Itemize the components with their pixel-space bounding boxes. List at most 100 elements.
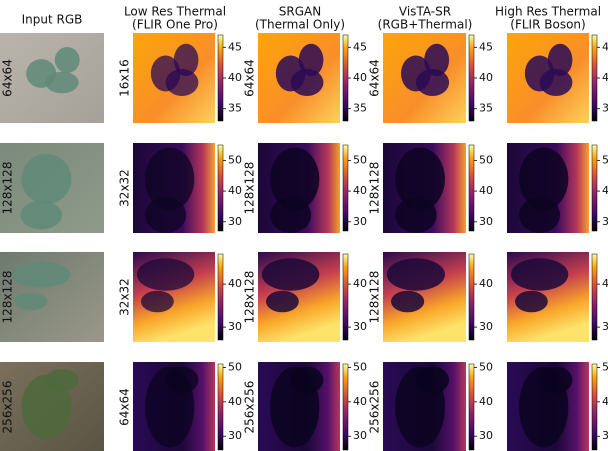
- thermal-blob: [395, 197, 437, 233]
- column-title: (FLIR Boson): [510, 18, 585, 32]
- colorbar-tick-label: 40: [228, 184, 242, 197]
- colorbar-tick-label: 50: [602, 360, 608, 373]
- leaf: [20, 200, 62, 230]
- colorbar-tick-label: 45: [353, 40, 367, 53]
- colorbar-tick-label: 30: [353, 215, 367, 228]
- row-label: 128x128: [243, 271, 257, 324]
- colorbar-tick-label: 40: [479, 395, 493, 408]
- colorbar-tick-label: 45: [602, 40, 608, 53]
- thermal-image: [383, 143, 466, 233]
- colorbar-tick-label: 30: [479, 215, 493, 228]
- column-title: Input RGB: [22, 13, 83, 27]
- leaf: [12, 261, 71, 288]
- colorbar-tick-label: 40: [479, 71, 493, 84]
- thermal-blob: [165, 366, 199, 394]
- colorbar: [342, 34, 349, 122]
- thermal-blob: [391, 290, 425, 313]
- colorbar-tick-label: 30: [228, 215, 242, 228]
- thermal-image: [507, 33, 589, 123]
- thermal-blob: [290, 366, 324, 394]
- colorbar-tick-label: 40: [479, 184, 493, 197]
- thermal-blob: [145, 147, 195, 211]
- colorbar-tick-label: 30: [602, 320, 608, 333]
- colorbar: [591, 363, 598, 451]
- thermal-image: [383, 252, 466, 342]
- leaf: [45, 71, 79, 94]
- thermal-blob: [173, 43, 199, 77]
- thermal-image: [507, 143, 589, 233]
- thermal-blob: [539, 366, 573, 394]
- thermal-image: [133, 252, 215, 342]
- colorbar-tick-label: 40: [228, 395, 242, 408]
- colorbar-tick-label: 40: [479, 277, 493, 290]
- colorbar: [342, 144, 349, 232]
- leaf: [14, 292, 48, 311]
- thermal-image: [383, 33, 466, 123]
- colorbar-tick-label: 40: [353, 71, 367, 84]
- row-label: 256x256: [1, 381, 15, 434]
- row-label: 256x256: [368, 381, 382, 434]
- row-label: 128x128: [368, 271, 382, 324]
- thermal-blob: [290, 69, 324, 96]
- thermal-image: [133, 33, 215, 123]
- row-label: 256x256: [243, 381, 257, 434]
- colorbar: [217, 34, 224, 122]
- thermal-image: [383, 362, 466, 451]
- thermal-blob: [395, 147, 445, 211]
- colorbar: [468, 363, 475, 451]
- colorbar-tick-label: 50: [602, 153, 608, 166]
- thermal-blob: [261, 258, 320, 291]
- colorbar-tick-label: 40: [602, 184, 608, 197]
- thermal-blob: [515, 290, 548, 313]
- colorbar-tick-label: 50: [479, 360, 493, 373]
- colorbar-tick-label: 35: [602, 102, 608, 115]
- colorbar-tick-label: 40: [353, 395, 367, 408]
- thermal-image: [258, 252, 340, 342]
- thermal-image: [133, 362, 215, 451]
- colorbar: [468, 253, 475, 341]
- thermal-blob: [270, 147, 320, 211]
- thermal-image: [133, 143, 215, 233]
- column-title: (FLIR One Pro): [132, 18, 218, 32]
- colorbar-tick-label: 30: [479, 429, 493, 442]
- colorbar-tick-label: 35: [228, 102, 242, 115]
- colorbar: [342, 253, 349, 341]
- colorbar: [591, 253, 598, 341]
- thermal-blob: [165, 69, 199, 96]
- thermal-image: [258, 362, 340, 451]
- thermal-blob: [136, 258, 195, 291]
- colorbar-tick-label: 30: [353, 429, 367, 442]
- thermal-blob: [145, 197, 187, 233]
- colorbar-tick-label: 30: [353, 320, 367, 333]
- row-label: 128x128: [1, 162, 15, 215]
- colorbar-tick-label: 40: [228, 277, 242, 290]
- colorbar: [217, 253, 224, 341]
- colorbar: [468, 144, 475, 232]
- thermal-image: [258, 143, 340, 233]
- colorbar-tick-label: 30: [602, 429, 608, 442]
- row-label: 128x128: [243, 162, 257, 215]
- colorbar: [591, 34, 598, 122]
- thermal-blob: [519, 197, 561, 233]
- thermal-blob: [415, 69, 450, 96]
- colorbar-tick-label: 45: [479, 40, 493, 53]
- colorbar-tick-label: 30: [228, 429, 242, 442]
- thermal-image: [507, 252, 589, 342]
- leaf: [21, 153, 72, 205]
- colorbar-tick-label: 40: [353, 184, 367, 197]
- column-title: (RGB+Thermal): [378, 18, 473, 32]
- thermal-blob: [510, 258, 569, 291]
- colorbar: [591, 144, 598, 232]
- row-label: 128x128: [368, 162, 382, 215]
- thermal-blob: [266, 290, 299, 313]
- colorbar: [217, 363, 224, 451]
- row-label: 64x64: [1, 59, 15, 97]
- row-label: 32x32: [118, 278, 132, 316]
- thermal-blob: [141, 290, 174, 313]
- row-label: 32x32: [118, 169, 132, 207]
- colorbar: [468, 34, 475, 122]
- colorbar-tick-label: 30: [479, 320, 493, 333]
- colorbar-tick-label: 50: [353, 153, 367, 166]
- thermal-blob: [539, 69, 573, 96]
